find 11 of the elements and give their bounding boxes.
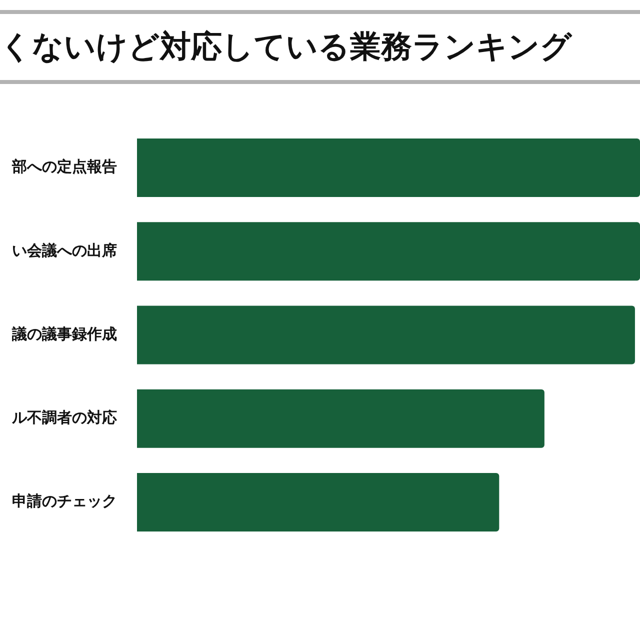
chart-title: くないけど対応している業務ランキング xyxy=(0,10,640,84)
y-tick-label: 議の議事録作成 xyxy=(11,324,117,343)
bar xyxy=(137,472,500,532)
bar xyxy=(137,389,544,448)
y-tick-label: ル不調者の対応 xyxy=(11,408,117,426)
y-tick-label: 申請のチェック xyxy=(12,492,117,510)
bar xyxy=(137,222,640,281)
bar xyxy=(137,306,635,364)
y-tick-label: い会議への出席 xyxy=(12,241,117,260)
y-tick-label: 部への定点報告 xyxy=(11,158,117,176)
bar xyxy=(137,138,640,198)
